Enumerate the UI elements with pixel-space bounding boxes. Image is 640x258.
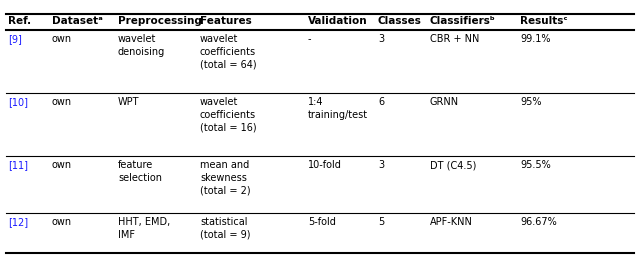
Text: wavelet
denoising: wavelet denoising: [118, 34, 165, 57]
Text: Classes: Classes: [378, 16, 422, 26]
Text: -: -: [308, 34, 312, 44]
Text: 99.1%: 99.1%: [520, 34, 550, 44]
Text: WPT: WPT: [118, 97, 140, 107]
Text: Features: Features: [200, 16, 252, 26]
Text: 95.5%: 95.5%: [520, 160, 551, 170]
Text: HHT, EMD,
IMF: HHT, EMD, IMF: [118, 217, 170, 240]
Text: wavelet
coefficients
(total = 16): wavelet coefficients (total = 16): [200, 97, 257, 133]
Text: GRNN: GRNN: [430, 97, 459, 107]
Text: 6: 6: [378, 97, 384, 107]
Text: 3: 3: [378, 160, 384, 170]
Text: 96.67%: 96.67%: [520, 217, 557, 227]
Text: [10]: [10]: [8, 97, 28, 107]
Text: Resultsᶜ: Resultsᶜ: [520, 16, 568, 26]
Text: own: own: [52, 97, 72, 107]
Text: 10-fold: 10-fold: [308, 160, 342, 170]
Text: own: own: [52, 217, 72, 227]
Text: statistical
(total = 9): statistical (total = 9): [200, 217, 250, 240]
Text: own: own: [52, 34, 72, 44]
Text: 95%: 95%: [520, 97, 541, 107]
Text: 5-fold: 5-fold: [308, 217, 336, 227]
Text: 3: 3: [378, 34, 384, 44]
Text: DT (C4.5): DT (C4.5): [430, 160, 476, 170]
Text: own: own: [52, 160, 72, 170]
Text: feature
selection: feature selection: [118, 160, 162, 183]
Text: Validation: Validation: [308, 16, 367, 26]
Text: CBR + NN: CBR + NN: [430, 34, 479, 44]
Text: [9]: [9]: [8, 34, 22, 44]
Text: 1:4
training/test: 1:4 training/test: [308, 97, 368, 120]
Text: mean and
skewness
(total = 2): mean and skewness (total = 2): [200, 160, 251, 196]
Text: [12]: [12]: [8, 217, 28, 227]
Text: 5: 5: [378, 217, 384, 227]
Text: Datasetᵃ: Datasetᵃ: [52, 16, 103, 26]
Text: Ref.: Ref.: [8, 16, 31, 26]
Text: wavelet
coefficients
(total = 64): wavelet coefficients (total = 64): [200, 34, 257, 70]
Text: Classifiersᵇ: Classifiersᵇ: [430, 16, 496, 26]
Text: APF-KNN: APF-KNN: [430, 217, 473, 227]
Text: [11]: [11]: [8, 160, 28, 170]
Text: Preprocessing: Preprocessing: [118, 16, 202, 26]
